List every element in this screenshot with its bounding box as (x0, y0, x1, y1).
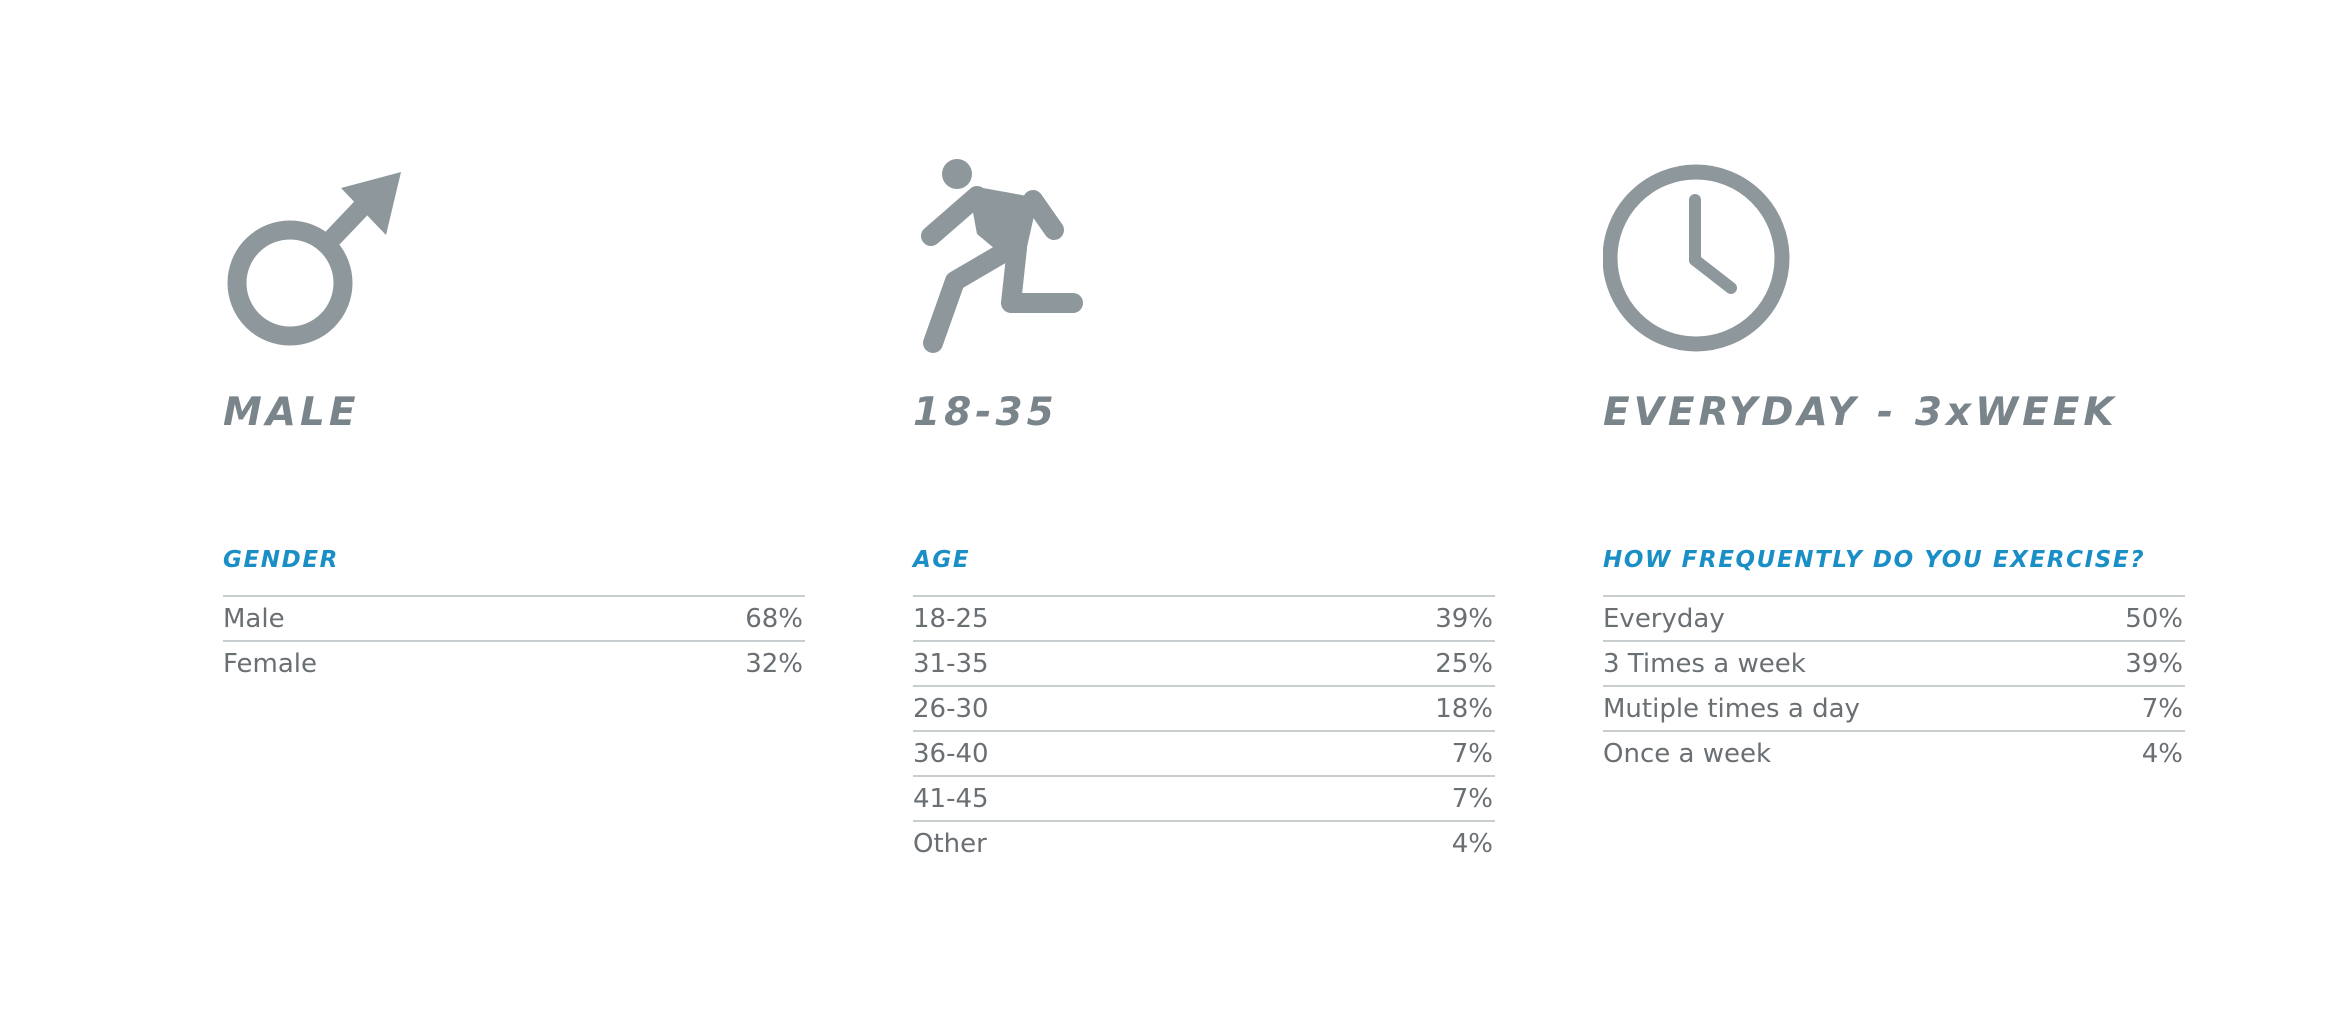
row-value: 7% (2141, 693, 2183, 724)
table-row: 26-30 18% (913, 687, 1495, 732)
table-row: Once a week 4% (1603, 732, 2185, 775)
table-row: Mutiple times a day 7% (1603, 687, 2185, 732)
table-row: Everyday 50% (1603, 597, 2185, 642)
clock-icon (1603, 150, 1803, 360)
gender-section-label: GENDER (223, 547, 339, 573)
table-row: Male 68% (223, 597, 805, 642)
row-value: 32% (745, 648, 803, 679)
table-row: 41-45 7% (913, 777, 1495, 822)
row-label: 41-45 (913, 783, 989, 814)
frequency-table: Everyday 50% 3 Times a week 39% Mutiple … (1603, 595, 2185, 775)
table-row: 36-40 7% (913, 732, 1495, 777)
row-label: 26-30 (913, 693, 989, 724)
age-section-label: AGE (913, 547, 971, 573)
table-row: 18-25 39% (913, 597, 1495, 642)
row-label: 18-25 (913, 603, 989, 634)
row-value: 39% (1435, 603, 1493, 634)
row-value: 39% (2125, 648, 2183, 679)
table-row: 31-35 25% (913, 642, 1495, 687)
row-label: Once a week (1603, 738, 1772, 769)
male-symbol-icon (223, 150, 423, 360)
gender-column: MALE GENDER Male 68% Female 32% (223, 0, 805, 1025)
age-table: 18-25 39% 31-35 25% 26-30 18% 36-40 7% 4… (913, 595, 1495, 865)
row-label: Other (913, 828, 987, 859)
gender-headline: MALE (223, 390, 360, 435)
row-value: 18% (1435, 693, 1493, 724)
table-row: 3 Times a week 39% (1603, 642, 2185, 687)
frequency-column: EVERYDAY - 3xWEEK HOW FREQUENTLY DO YOU … (1603, 0, 2185, 1025)
row-label: Male (223, 603, 285, 634)
row-value: 4% (2141, 738, 2183, 769)
row-value: 7% (1451, 783, 1493, 814)
table-row: Female 32% (223, 642, 805, 685)
row-label: Female (223, 648, 318, 679)
row-value: 25% (1435, 648, 1493, 679)
row-value: 50% (2125, 603, 2183, 634)
row-label: 36-40 (913, 738, 989, 769)
age-column: 18-35 AGE 18-25 39% 31-35 25% 26-30 18% … (913, 0, 1495, 1025)
table-row: Other 4% (913, 822, 1495, 865)
frequency-section-label: HOW FREQUENTLY DO YOU EXERCISE? (1603, 547, 2146, 573)
row-value: 7% (1451, 738, 1493, 769)
row-value: 4% (1451, 828, 1493, 859)
row-label: Mutiple times a day (1603, 693, 1860, 724)
running-person-icon (913, 150, 1113, 360)
age-headline: 18-35 (913, 390, 1058, 435)
gender-table: Male 68% Female 32% (223, 595, 805, 685)
row-value: 68% (745, 603, 803, 634)
frequency-headline: EVERYDAY - 3xWEEK (1603, 390, 2118, 435)
row-label: Everyday (1603, 603, 1725, 634)
row-label: 3 Times a week (1603, 648, 1806, 679)
row-label: 31-35 (913, 648, 989, 679)
